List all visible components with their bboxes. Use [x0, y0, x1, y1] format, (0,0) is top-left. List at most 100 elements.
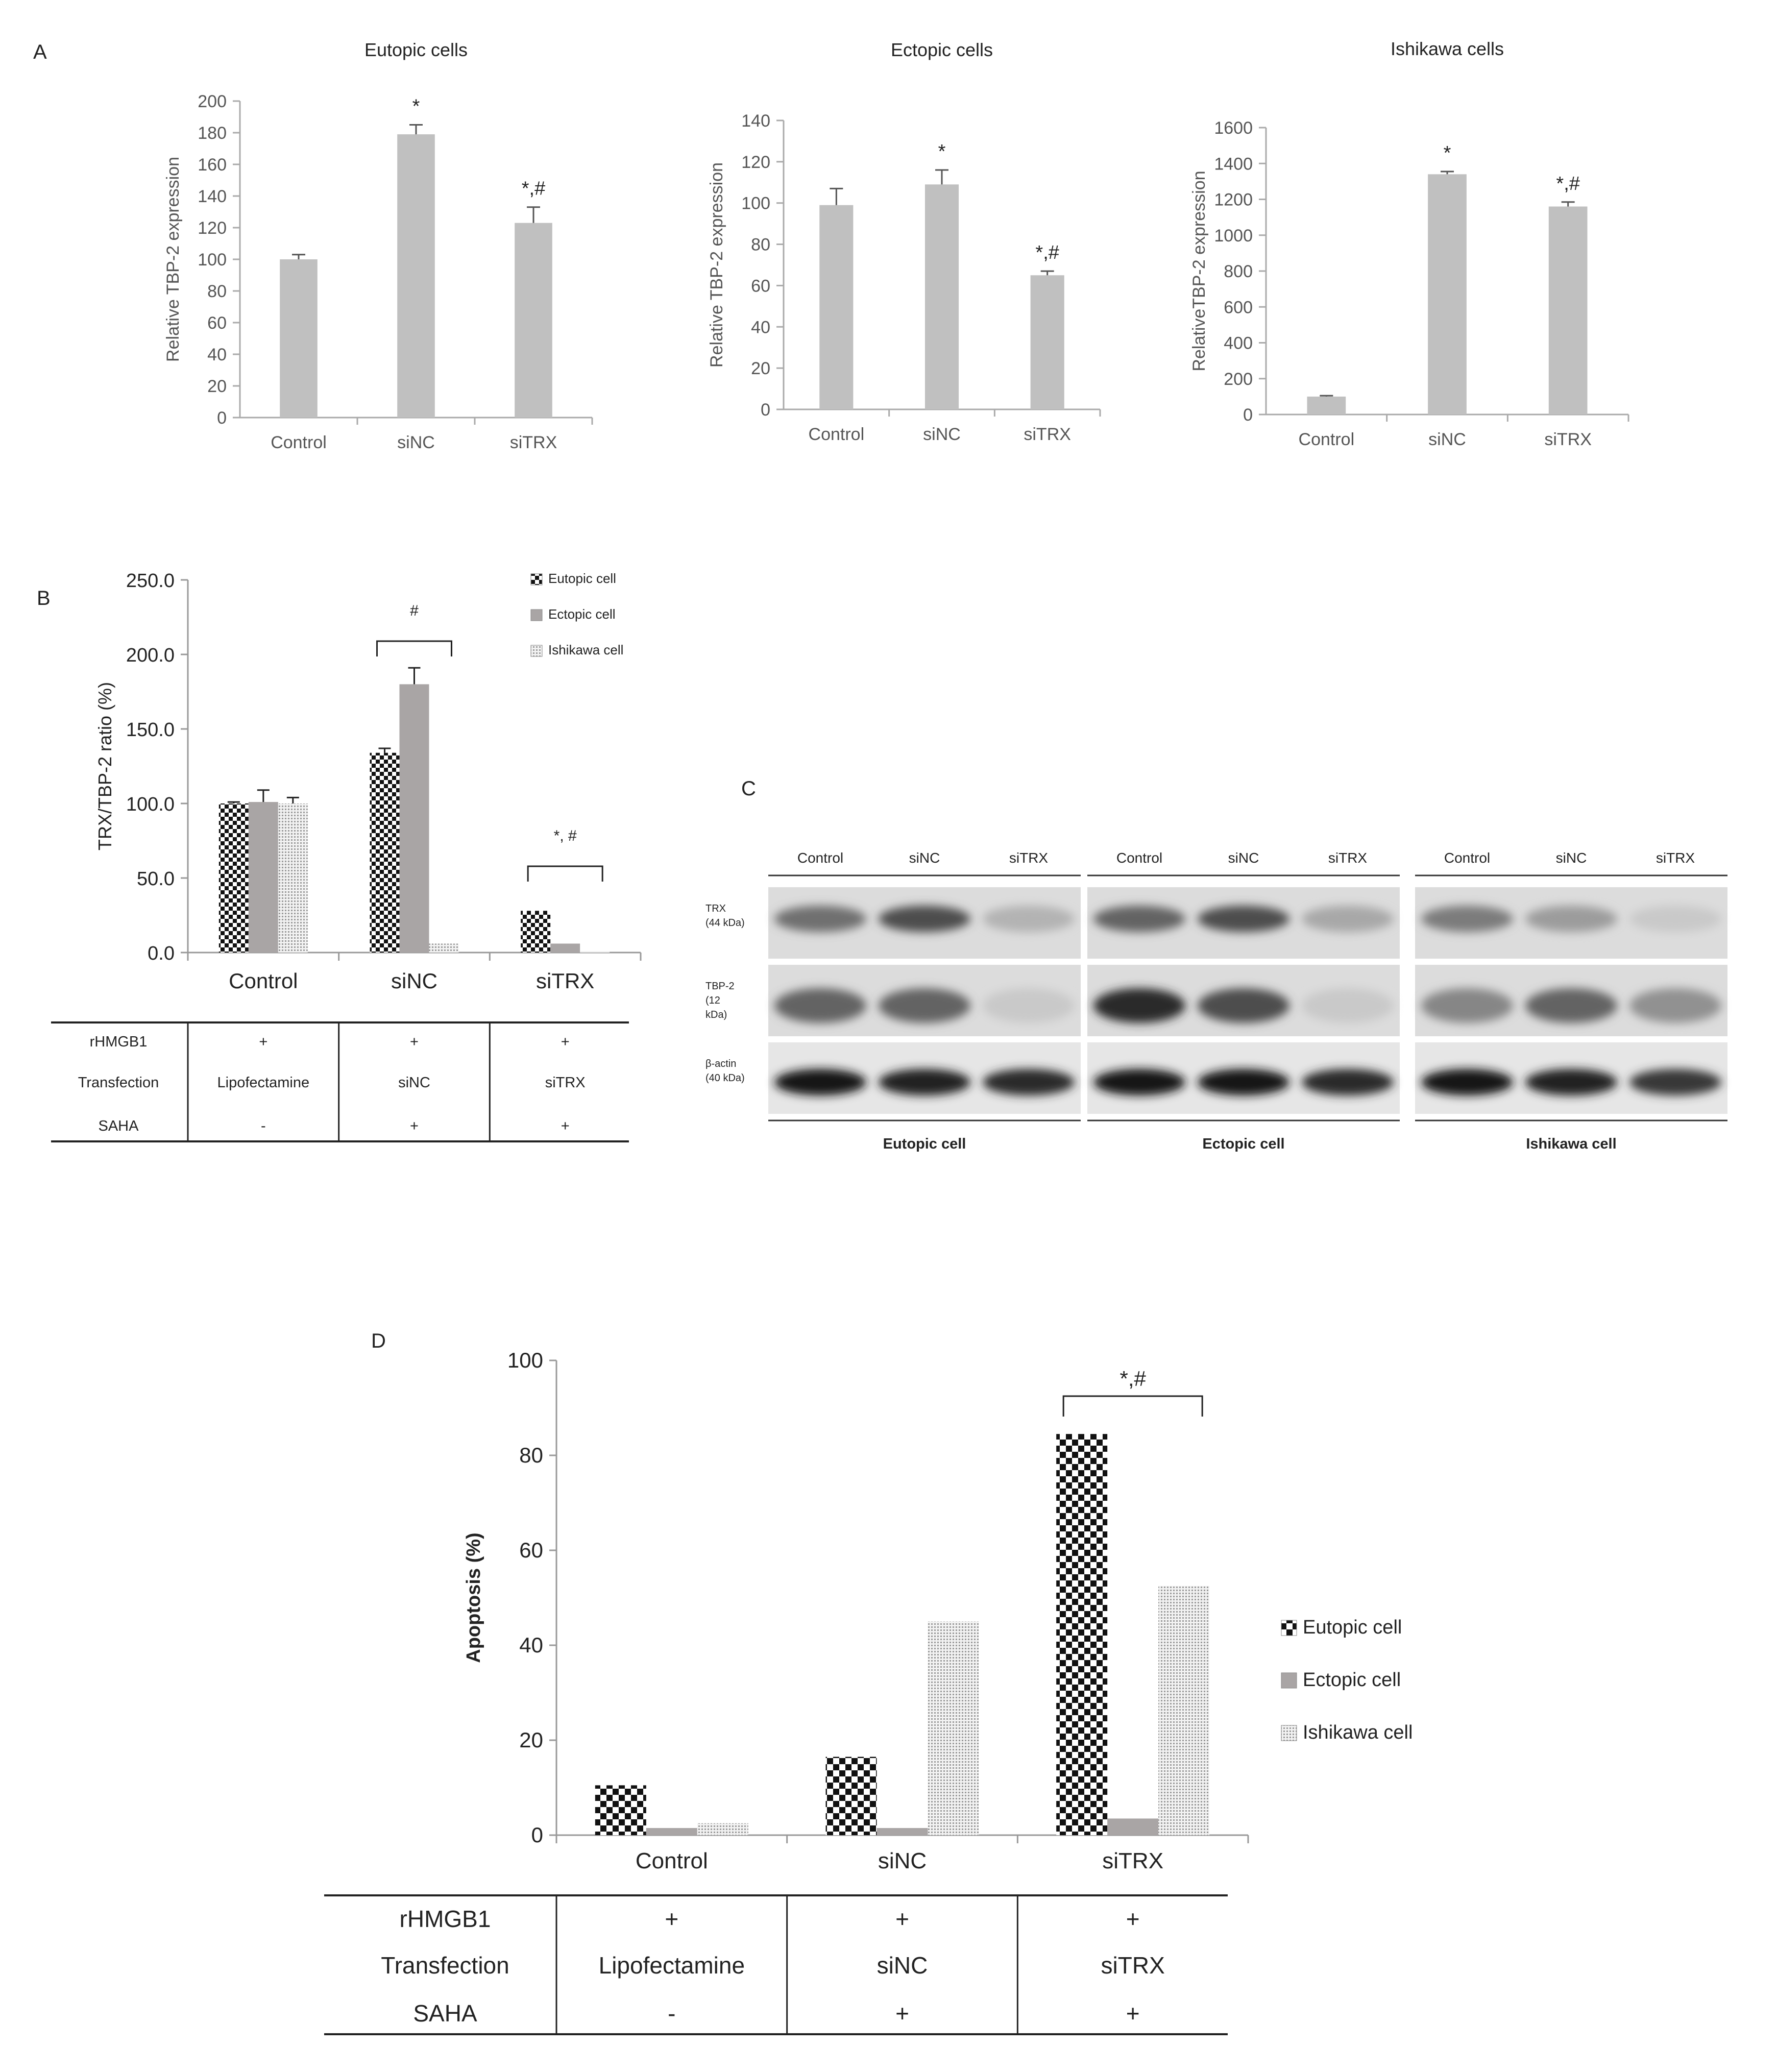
y-tick-label: 40 [751, 318, 770, 337]
blot-lane-label: siNC [909, 850, 940, 866]
blot-band [1093, 906, 1185, 932]
y-axis-label: TRX/TBP-2 ratio (%) [94, 682, 115, 850]
blot-band [1525, 1069, 1617, 1095]
chart-d-apoptosis: 0 20 40 60 80 100 Control siNC siTRX *,# Eutopic c… [324, 1348, 1413, 2035]
y-tick-label: 20 [519, 1728, 543, 1752]
y-tick-label: 40 [207, 345, 227, 364]
table-row-label: rHMGB1 [400, 1906, 491, 1932]
chart-title: Ishikawa cells [1391, 38, 1504, 59]
y-axis-label: Apoptosis (%) [463, 1532, 484, 1663]
bar-ishikawa-cell [278, 803, 308, 953]
y-tick-label: 200.0 [126, 645, 175, 666]
chart-a-ishikawa: Ishikawa cells 0 200 400 600 800 1000 1200 1400 1… [1189, 38, 1629, 449]
bar [397, 134, 435, 418]
blot-band [774, 1069, 866, 1095]
blot-band [1421, 1069, 1513, 1095]
blot-band [983, 1069, 1075, 1095]
x-tick-label: siNC [923, 425, 961, 444]
panel-label-d: D [371, 1330, 386, 1352]
table-cell: siNC [877, 1952, 928, 1979]
blot-lane-label: Control [797, 850, 843, 866]
blot-band [1525, 906, 1617, 932]
bar-ectopic-cell [877, 1828, 928, 1835]
legend-label: Ishikawa cell [1303, 1722, 1413, 1743]
y-tick-label: 1400 [1214, 154, 1253, 174]
legend-swatch [530, 645, 543, 657]
blot-band [879, 1069, 970, 1095]
y-tick-label: 100 [741, 194, 770, 213]
significance-label: * [938, 141, 946, 162]
blot-band [879, 906, 970, 932]
table-cell: + [410, 1034, 419, 1050]
y-tick-label: 20 [207, 377, 227, 396]
blot-protein-label: β-actin [705, 1058, 736, 1069]
chart-b-ratio: 0.0 50.0 100.0 150.0 200.0 250.0 Control siNC si… [51, 570, 642, 1142]
blot-band [983, 988, 1075, 1023]
bar [515, 223, 552, 418]
x-tick-label: Control [229, 969, 298, 993]
blot-band [1302, 906, 1394, 932]
y-tick-label: 120 [741, 153, 770, 172]
bar [819, 205, 854, 409]
y-tick-label: 600 [1224, 298, 1253, 317]
chart-a-eutopic: Eutopic cells 0 20 40 60 80 100 120 140 160 180 200… [163, 39, 593, 452]
blot-lane-label: siTRX [1328, 850, 1368, 866]
table-cell: + [410, 1118, 419, 1134]
blot-protein-size: kDa) [705, 1009, 727, 1020]
panel-label-c: C [741, 777, 756, 800]
blot-protein-label: TBP-2 [705, 981, 735, 992]
y-tick-label: 80 [519, 1443, 543, 1467]
y-tick-label: 160 [198, 155, 227, 175]
bar-eutopic-cell [1056, 1434, 1108, 1835]
bar-ishikawa-cell [429, 943, 459, 953]
y-axis-label: RelativeTBP-2 expression [1189, 170, 1209, 371]
western-blot-c: Eutopic cell Control siNC siTRX Ectopic cell… [705, 850, 1727, 1152]
y-tick-label: 20 [751, 359, 770, 378]
significance-label: * [1444, 142, 1451, 164]
blot-lane-label: siTRX [1656, 850, 1695, 866]
blot-protein-label: TRX [705, 903, 726, 914]
chart-title: Ectopic cells [891, 39, 993, 60]
blot-band [1302, 988, 1394, 1023]
legend-label: Ectopic cell [1303, 1669, 1401, 1691]
bar-ectopic-cell [248, 802, 278, 953]
legend-swatch [1281, 1672, 1297, 1689]
blot-band [1093, 1069, 1185, 1095]
y-tick-label: 100 [198, 250, 227, 270]
y-tick-label: 1200 [1214, 190, 1253, 210]
y-tick-label: 0 [217, 408, 227, 428]
legend-label: Ectopic cell [548, 606, 616, 622]
blot-protein-size: (12 [705, 995, 720, 1006]
bar-ectopic-cell [1107, 1818, 1159, 1835]
y-tick-label: 40 [519, 1633, 543, 1657]
bar [1307, 396, 1346, 415]
blot-group-label: Ishikawa cell [1526, 1136, 1616, 1152]
blot-band [1421, 906, 1513, 932]
table-cell: + [665, 1906, 678, 1932]
y-axis-label: Relative TBP-2 expression [163, 157, 183, 362]
x-tick-label: Control [636, 1848, 708, 1873]
y-tick-label: 200 [198, 92, 227, 111]
bar-ectopic-cell [399, 684, 429, 953]
y-tick-label: 800 [1224, 262, 1253, 281]
bar-ectopic-cell [550, 943, 580, 953]
bar [280, 259, 318, 418]
panel-label-b: B [37, 587, 51, 610]
table-cell: + [561, 1118, 570, 1134]
x-tick-label: siNC [1428, 430, 1466, 449]
blot-band [1198, 1069, 1289, 1095]
significance-label: # [410, 602, 419, 619]
bar-ishikawa-cell [580, 951, 610, 953]
legend-label: Eutopic cell [1303, 1617, 1402, 1638]
x-tick-label: siTRX [536, 969, 594, 993]
significance-label: *, # [554, 827, 577, 844]
y-tick-label: 200 [1224, 370, 1253, 389]
legend-label: Eutopic cell [548, 571, 616, 586]
x-tick-label: siTRX [1544, 430, 1592, 449]
y-tick-label: 100 [507, 1348, 543, 1372]
table-cell: siTRX [1101, 1952, 1165, 1979]
bar-eutopic-cell [370, 752, 400, 953]
y-tick-label: 120 [198, 218, 227, 238]
table-cell: + [1126, 2000, 1140, 2027]
blot-band [983, 906, 1075, 932]
